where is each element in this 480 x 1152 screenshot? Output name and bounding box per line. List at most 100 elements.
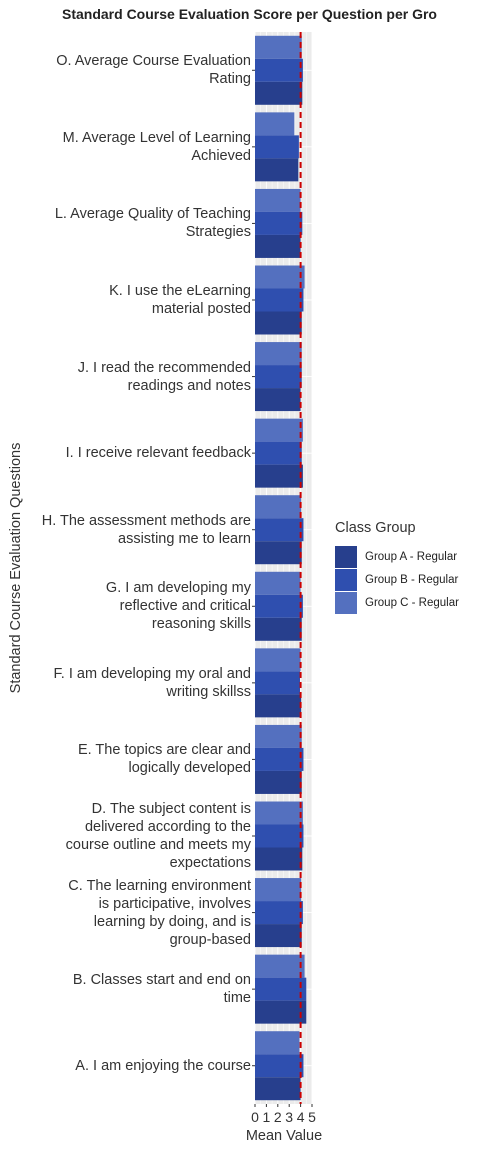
bar bbox=[255, 234, 301, 258]
bar bbox=[255, 495, 302, 519]
category-label: B. Classes start and end on time bbox=[73, 971, 251, 1007]
bar bbox=[255, 265, 305, 289]
bar bbox=[255, 135, 299, 159]
category-label-line: A. I am enjoying the course bbox=[75, 1057, 251, 1074]
bar bbox=[255, 1031, 300, 1055]
category-label: M. Average Level of Learning Achieved bbox=[63, 129, 251, 165]
bar bbox=[255, 724, 302, 748]
legend-items: Group A - Regular Group B - Regular Group … bbox=[335, 545, 459, 614]
legend-item: Group C - Regular bbox=[335, 591, 459, 614]
category-label-line: I. I receive relevant feedback bbox=[65, 445, 251, 462]
bar bbox=[255, 924, 302, 948]
bar bbox=[255, 158, 299, 182]
bar bbox=[255, 464, 303, 488]
bar bbox=[255, 342, 302, 366]
bar bbox=[255, 288, 304, 312]
bar bbox=[255, 188, 301, 212]
x-tick-label: 5 bbox=[308, 1109, 316, 1125]
bar bbox=[255, 694, 302, 718]
category-label-line: G. I am developing my bbox=[105, 580, 251, 597]
y-axis-label: Standard Course Evaluation Questions bbox=[8, 442, 24, 694]
category-label-line: J. I read the recommended bbox=[77, 359, 251, 376]
category-label-line: reasoning skills bbox=[151, 616, 251, 633]
category-label-line: assisting me to learn bbox=[118, 530, 251, 547]
legend-key bbox=[335, 545, 357, 568]
bar bbox=[255, 441, 302, 465]
bar bbox=[255, 1077, 301, 1101]
bar bbox=[255, 311, 302, 335]
x-axis-label: Mean Value bbox=[245, 1128, 323, 1144]
category-label-line: L. Average Quality of Teaching bbox=[54, 206, 251, 223]
bars bbox=[255, 35, 307, 1101]
category-label: J. I read the recommended readings and no… bbox=[78, 359, 251, 395]
bar bbox=[255, 954, 305, 978]
category-label-line: logically developed bbox=[128, 760, 251, 777]
category-label: I. I receive relevant feedback bbox=[66, 444, 251, 462]
bar bbox=[255, 1000, 307, 1024]
bar bbox=[255, 671, 301, 695]
category-label-line: reflective and critical bbox=[119, 598, 251, 615]
legend: Class Group Group A - Regular Group B - R… bbox=[335, 520, 459, 614]
bar bbox=[255, 35, 302, 59]
bar bbox=[255, 365, 302, 389]
category-label: A. I am enjoying the course bbox=[75, 1057, 251, 1075]
category-label-line: Rating bbox=[209, 71, 251, 88]
category-label: G. I am developing my reflective and crit… bbox=[106, 579, 251, 633]
category-label-line: D. The subject content is bbox=[91, 801, 251, 817]
category-label-line: writing skillss bbox=[166, 683, 251, 700]
category-label-line: M. Average Level of Learning bbox=[62, 129, 251, 146]
bar bbox=[255, 801, 303, 825]
bar bbox=[255, 211, 303, 235]
bar bbox=[255, 58, 303, 82]
bar bbox=[255, 541, 302, 565]
category-label-line: material posted bbox=[151, 301, 251, 317]
category-label: D. The subject content is delivered accor… bbox=[66, 800, 251, 872]
legend-key bbox=[335, 591, 357, 614]
bar bbox=[255, 594, 303, 618]
bar bbox=[255, 648, 301, 672]
category-label-line: time bbox=[223, 990, 251, 1007]
category-label: C. The learning environment is participat… bbox=[68, 877, 251, 949]
category-label: E. The topics are clear and logically dev… bbox=[78, 741, 251, 777]
bar bbox=[255, 824, 304, 848]
legend-label: Group A - Regular bbox=[365, 550, 458, 563]
bar bbox=[255, 388, 301, 412]
bar bbox=[255, 418, 303, 442]
bar bbox=[255, 770, 302, 794]
category-label-line: learning by doing, and is bbox=[93, 913, 251, 930]
category-label-line: O. Average Course Evaluation bbox=[56, 53, 251, 70]
legend-label: Group B - Regular bbox=[365, 573, 459, 586]
x-tick-label: 3 bbox=[285, 1109, 293, 1125]
bar bbox=[255, 617, 302, 641]
category-label-line: H. The assessment methods are bbox=[41, 512, 251, 529]
bar bbox=[255, 571, 301, 595]
x-tick-label: 2 bbox=[274, 1109, 282, 1125]
category-label-line: group-based bbox=[169, 931, 251, 948]
category-label-line: delivered according to the bbox=[84, 819, 251, 835]
category-label-line: C. The learning environment bbox=[68, 877, 251, 894]
chart-title: Standard Course Evaluation Score per Que… bbox=[62, 6, 437, 22]
category-label: K. I use the eLearning material posted bbox=[109, 282, 251, 318]
bar bbox=[255, 112, 295, 136]
category-label: H. The assessment methods are assisting m… bbox=[42, 512, 251, 548]
bar bbox=[255, 847, 303, 871]
bar bbox=[255, 977, 307, 1001]
category-label-line: B. Classes start and end on bbox=[72, 972, 251, 989]
bar bbox=[255, 747, 304, 771]
category-label-line: Strategies bbox=[185, 224, 251, 241]
bar bbox=[255, 518, 304, 542]
legend-label: Group C - Regular bbox=[365, 596, 459, 609]
category-label-line: course outline and meets my bbox=[65, 837, 251, 853]
category-label-line: K. I use the eLearning bbox=[109, 283, 251, 299]
category-label-line: expectations bbox=[169, 855, 251, 871]
bar bbox=[255, 81, 303, 105]
category-label-line: E. The topics are clear and bbox=[77, 742, 251, 759]
category-label: L. Average Quality of Teaching Strategies bbox=[55, 205, 251, 241]
x-tick-label: 1 bbox=[263, 1109, 271, 1125]
legend-item: Group A - Regular bbox=[335, 545, 459, 568]
x-tick-label: 0 bbox=[251, 1109, 259, 1125]
category-label-line: readings and notes bbox=[127, 377, 251, 394]
bar bbox=[255, 901, 303, 925]
